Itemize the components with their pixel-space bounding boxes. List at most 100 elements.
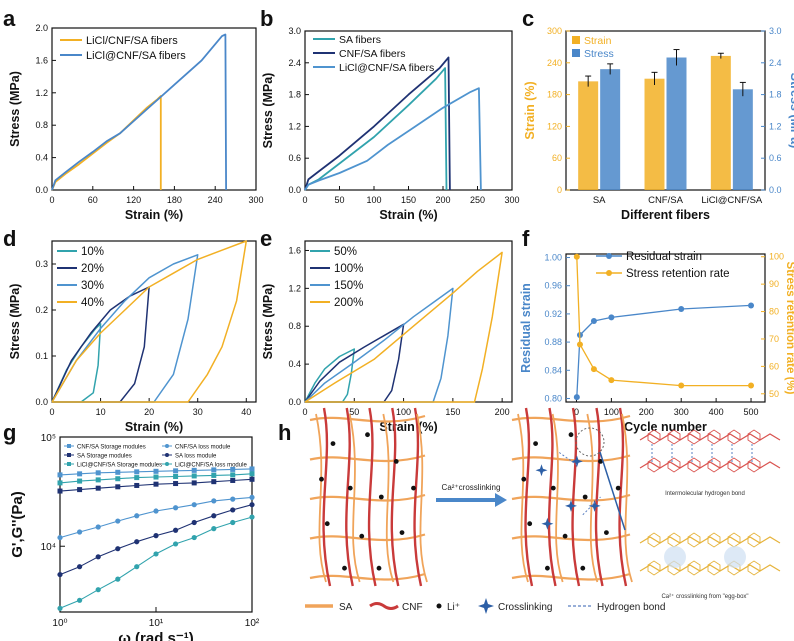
sa-strand [517, 413, 529, 583]
x-tick-label: 150 [401, 195, 416, 205]
x-tick-label: 200 [639, 407, 654, 417]
y2-tick-label: 70 [769, 334, 779, 344]
y2-tick-label: 1.8 [769, 90, 782, 100]
y2-tick-label: 80 [769, 307, 779, 317]
x-tick-label: 100 [396, 407, 411, 417]
sugar-ring [707, 532, 721, 548]
y-tick-label: 60 [552, 153, 562, 163]
y-tick-label: 1.00 [544, 253, 562, 263]
x-tick-label: 10¹ [149, 618, 164, 629]
legend-label: CNF/SA loss module [175, 445, 231, 451]
x-tick-label: 0 [302, 407, 307, 417]
sa-strand [551, 413, 564, 583]
egg-box-site [724, 546, 746, 568]
loop-20pct [51, 286, 150, 403]
y-tick-label: 0.0 [288, 397, 301, 407]
y-tick-label: 1.6 [288, 245, 301, 255]
sugar-ring [727, 532, 741, 548]
modulus-point [230, 477, 236, 483]
y-tick-label: 1.2 [35, 88, 48, 98]
y-tick-label: 0.3 [35, 259, 48, 269]
y-tick-label: 0.2 [35, 305, 48, 315]
modulus-point [153, 481, 159, 487]
cnf-strand [345, 407, 354, 587]
li-ion [411, 485, 416, 491]
retention-line [576, 256, 751, 387]
x-tick-label: 0 [49, 195, 54, 205]
bar-stress [666, 57, 687, 190]
hydrogen-bond [582, 496, 601, 516]
legend-swatch [572, 49, 580, 57]
li-ion [347, 485, 353, 491]
y-tick-label: 0.1 [35, 351, 48, 361]
sa-strand [309, 414, 426, 423]
panel-letter-a: a [3, 6, 16, 31]
loop-100pct [304, 323, 405, 403]
eggbox-caption: Ca²⁺ crosslinking from "egg-box" [661, 593, 748, 600]
modulus-point [191, 473, 197, 479]
y2-tick-label: 50 [769, 389, 779, 399]
residual-strain-point [748, 302, 755, 309]
crosslink-star-icon [541, 517, 554, 530]
egg-box-site [664, 546, 686, 568]
y2-axis-label: Stress (MPa) [788, 73, 794, 149]
modulus-point [211, 498, 217, 504]
sugar-ring [707, 457, 721, 473]
y-tick-label: 240 [547, 58, 562, 68]
modulus-point [115, 476, 121, 482]
legend-label: SA Storage modules [77, 454, 132, 460]
x-tick-label: 400 [709, 407, 724, 417]
modulus-point [191, 502, 197, 508]
cnf-strand [413, 407, 423, 587]
y-axis-label: Stress (MPa) [8, 71, 22, 147]
molecule-chain [639, 433, 781, 441]
crosslink-star-icon [565, 499, 577, 512]
crosslink-zoom-circle [575, 427, 626, 531]
x-tick-label: 50 [334, 195, 344, 205]
x-axis-label: Cycle number [624, 420, 707, 434]
panel-b-chart: 0 50 100 150 200 250 300 0.0 0.6 1.2 1.8 2.4 3.0 Stra… [261, 26, 520, 222]
li-ion [521, 476, 527, 482]
legend-label: LiCl/CNF/SA fibers [86, 35, 178, 47]
legend-li-label: Li⁺ [447, 602, 460, 613]
modulus-point [115, 484, 121, 490]
y-tick-label: 2.4 [288, 58, 301, 68]
y-tick-label: 10⁴ [41, 542, 56, 553]
crosslink-star-icon [535, 464, 548, 477]
plot-frame [51, 27, 257, 191]
retention-point [590, 366, 597, 373]
li-ion [393, 459, 399, 464]
modulus-point [249, 514, 255, 520]
li-ion [365, 432, 370, 438]
bar-strain [710, 55, 731, 190]
sugar-ring [707, 560, 721, 576]
y-tick-label: 0.4 [288, 359, 301, 369]
retention-point [748, 382, 755, 389]
legend-label: LiCl@CNF/SA loss module [175, 463, 247, 469]
sugar-ring [647, 457, 661, 473]
modulus-point [172, 527, 179, 533]
legend-marker [165, 462, 169, 466]
y-tick-label: 10⁵ [41, 433, 56, 444]
y-axis-label: Residual strain [519, 283, 533, 373]
legend-label: CNF/SA fibers [339, 48, 406, 60]
sa-strand [511, 414, 631, 423]
sugar-ring [667, 429, 681, 445]
category-label: SA [593, 195, 606, 206]
y-tick-label: 0.96 [544, 281, 562, 291]
li-ion [533, 441, 538, 446]
x-tick-label: 60 [88, 195, 98, 205]
sugar-ring [647, 560, 661, 576]
panel-c-chart: 0 60 120 180 240 300 0.0 0.6 1.2 1.8 2.4 3.0 SA CNF/S… [523, 26, 794, 222]
series-line [304, 67, 448, 191]
panel-letter-e: e [260, 226, 272, 251]
y-axis-label: Stress (MPa) [261, 284, 275, 360]
modulus-point [230, 507, 236, 513]
li-ion [378, 494, 384, 500]
sugar-ring [747, 457, 761, 473]
modulus-point [172, 541, 179, 547]
modulus-point [249, 502, 255, 508]
retention-point [576, 341, 583, 348]
y2-tick-label: 3.0 [769, 26, 782, 36]
